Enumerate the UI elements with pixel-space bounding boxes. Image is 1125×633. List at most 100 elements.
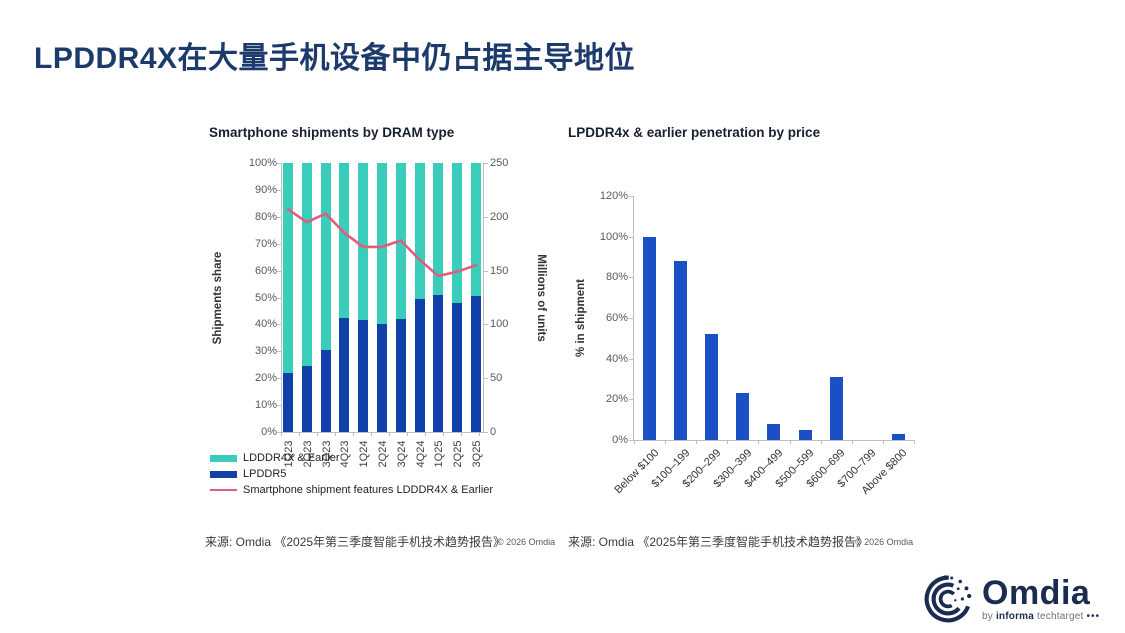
stacked-bar [376,163,387,432]
y-tickmark [629,440,633,441]
y-tick-label: 40% [254,318,277,331]
bar-segment-lpddr5 [395,319,406,432]
y-tick-label: 70% [254,237,277,250]
x-tickmark [479,432,480,436]
x-tickmark [389,432,390,436]
secondary-y-tickmark [484,432,488,433]
price-band-bar [674,261,688,440]
bar-segment-lpddr5 [433,294,444,432]
stacked-bar [283,163,293,432]
y-tick-label: 100% [248,157,277,169]
stacked-bar [470,163,481,432]
stacked-bar [433,163,444,432]
bar-segment-lpddr5 [339,317,350,432]
bar-segment-lpddr4x [283,163,293,373]
tagline-by: by [982,611,993,622]
left-chart-x-axis-line [281,432,484,433]
tagline-suffix: techtarget [1037,611,1084,622]
y-tickmark [277,405,281,407]
x-axis-label: Above $800 [859,447,910,498]
secondary-y-tickmark [484,163,488,164]
x-tickmark [882,440,884,444]
omdia-logo: Omdia by informa techtarget ••• [922,568,1112,630]
legend-item: Smartphone shipment features LDDDR4X & E… [210,484,493,496]
x-tickmark [820,440,822,444]
page-title: LPDDR4X在大量手机设备中仍占据主导地位 [34,42,636,75]
y-tickmark [629,399,633,401]
y-tick-label: 30% [254,345,277,358]
x-tickmark [425,432,426,436]
legend-swatch-navy-rect [210,470,237,478]
bar-segment-lpddr4x [470,163,481,297]
bar-segment-lpddr5 [301,366,312,432]
legend-item: LDDDR4X & Earlier [210,452,493,464]
left-chart-secondary-axis-line [483,163,484,433]
stacked-bar [452,163,463,432]
y-tick-label: 40% [605,352,628,365]
right-chart-title: LPDDR4x & earlier penetration by price [568,125,821,140]
bar-segment-lpddr4x [301,163,312,367]
x-tickmark [914,440,915,444]
y-tick-label: 60% [254,264,277,277]
y-tick-label: 90% [254,183,277,196]
stacked-bar [358,163,369,432]
left-chart-y-axis-line [281,163,282,433]
stacked-bar [320,163,331,432]
bar-segment-lpddr4x [395,163,406,320]
y-tickmark [629,236,633,238]
right-chart-plot-area [634,196,914,440]
secondary-y-tick-label: 250 [490,157,509,169]
y-tick-label: 10% [254,399,277,412]
stacked-bar [395,163,406,432]
x-tickmark [317,432,318,436]
omdia-logo-wordmark: Omdia [982,574,1091,612]
price-band-bar [705,334,719,440]
y-tickmark [629,277,633,279]
y-tick-label: 0% [261,426,277,438]
legend-label: LDDDR4X & Earlier [243,452,340,464]
y-tickmark [277,189,281,191]
price-band-bar [643,236,657,440]
legend-swatch-pink-line [210,488,237,492]
secondary-y-tick-label: 50 [490,372,503,385]
x-tickmark [371,432,372,436]
secondary-y-tick-label: 0 [490,426,497,438]
bar-segment-lpddr4x [414,163,425,299]
tagline-dots: ••• [1086,611,1100,622]
y-tick-label: 100% [599,230,628,243]
bar-segment-lpddr5 [470,296,481,432]
y-tickmark [277,378,281,380]
bar-segment-lpddr5 [452,302,463,432]
secondary-y-tickmark [484,324,488,326]
legend-swatch-teal-rect [210,454,237,462]
bar-segment-lpddr5 [358,320,369,432]
left-chart-y-axis-label: Shipments share [212,251,224,345]
x-tickmark [299,432,300,436]
x-tickmark [353,432,354,436]
y-tick-label: 20% [254,372,277,385]
bar-segment-lpddr5 [376,324,387,432]
bar-segment-lpddr5 [414,298,425,432]
left-chart-legend: LDDDR4X & Earlier LPDDR5 Smartphone shipme… [210,452,493,496]
y-tickmark [277,270,281,272]
bar-segment-lpddr4x [358,163,369,321]
omdia-logo-icon [924,575,972,623]
y-tickmark [629,196,633,197]
secondary-y-tick-label: 200 [490,210,509,223]
y-tick-label: 50% [254,291,277,304]
price-band-bar [767,423,781,440]
left-chart-plot-area [283,163,481,432]
x-tickmark [696,440,698,444]
secondary-y-tick-label: 150 [490,264,509,277]
left-chart-secondary-axis-label: Millions of units [535,254,547,342]
bar-segment-lpddr4x [320,163,331,350]
right-chart-x-axis-line [633,440,915,441]
bar-segment-lpddr5 [320,349,331,432]
x-tickmark [281,432,282,436]
y-tickmark [277,324,281,326]
y-tick-label: 60% [605,312,628,324]
y-tick-label: 80% [605,271,628,284]
bar-segment-lpddr4x [452,163,463,303]
x-tickmark [758,440,760,444]
